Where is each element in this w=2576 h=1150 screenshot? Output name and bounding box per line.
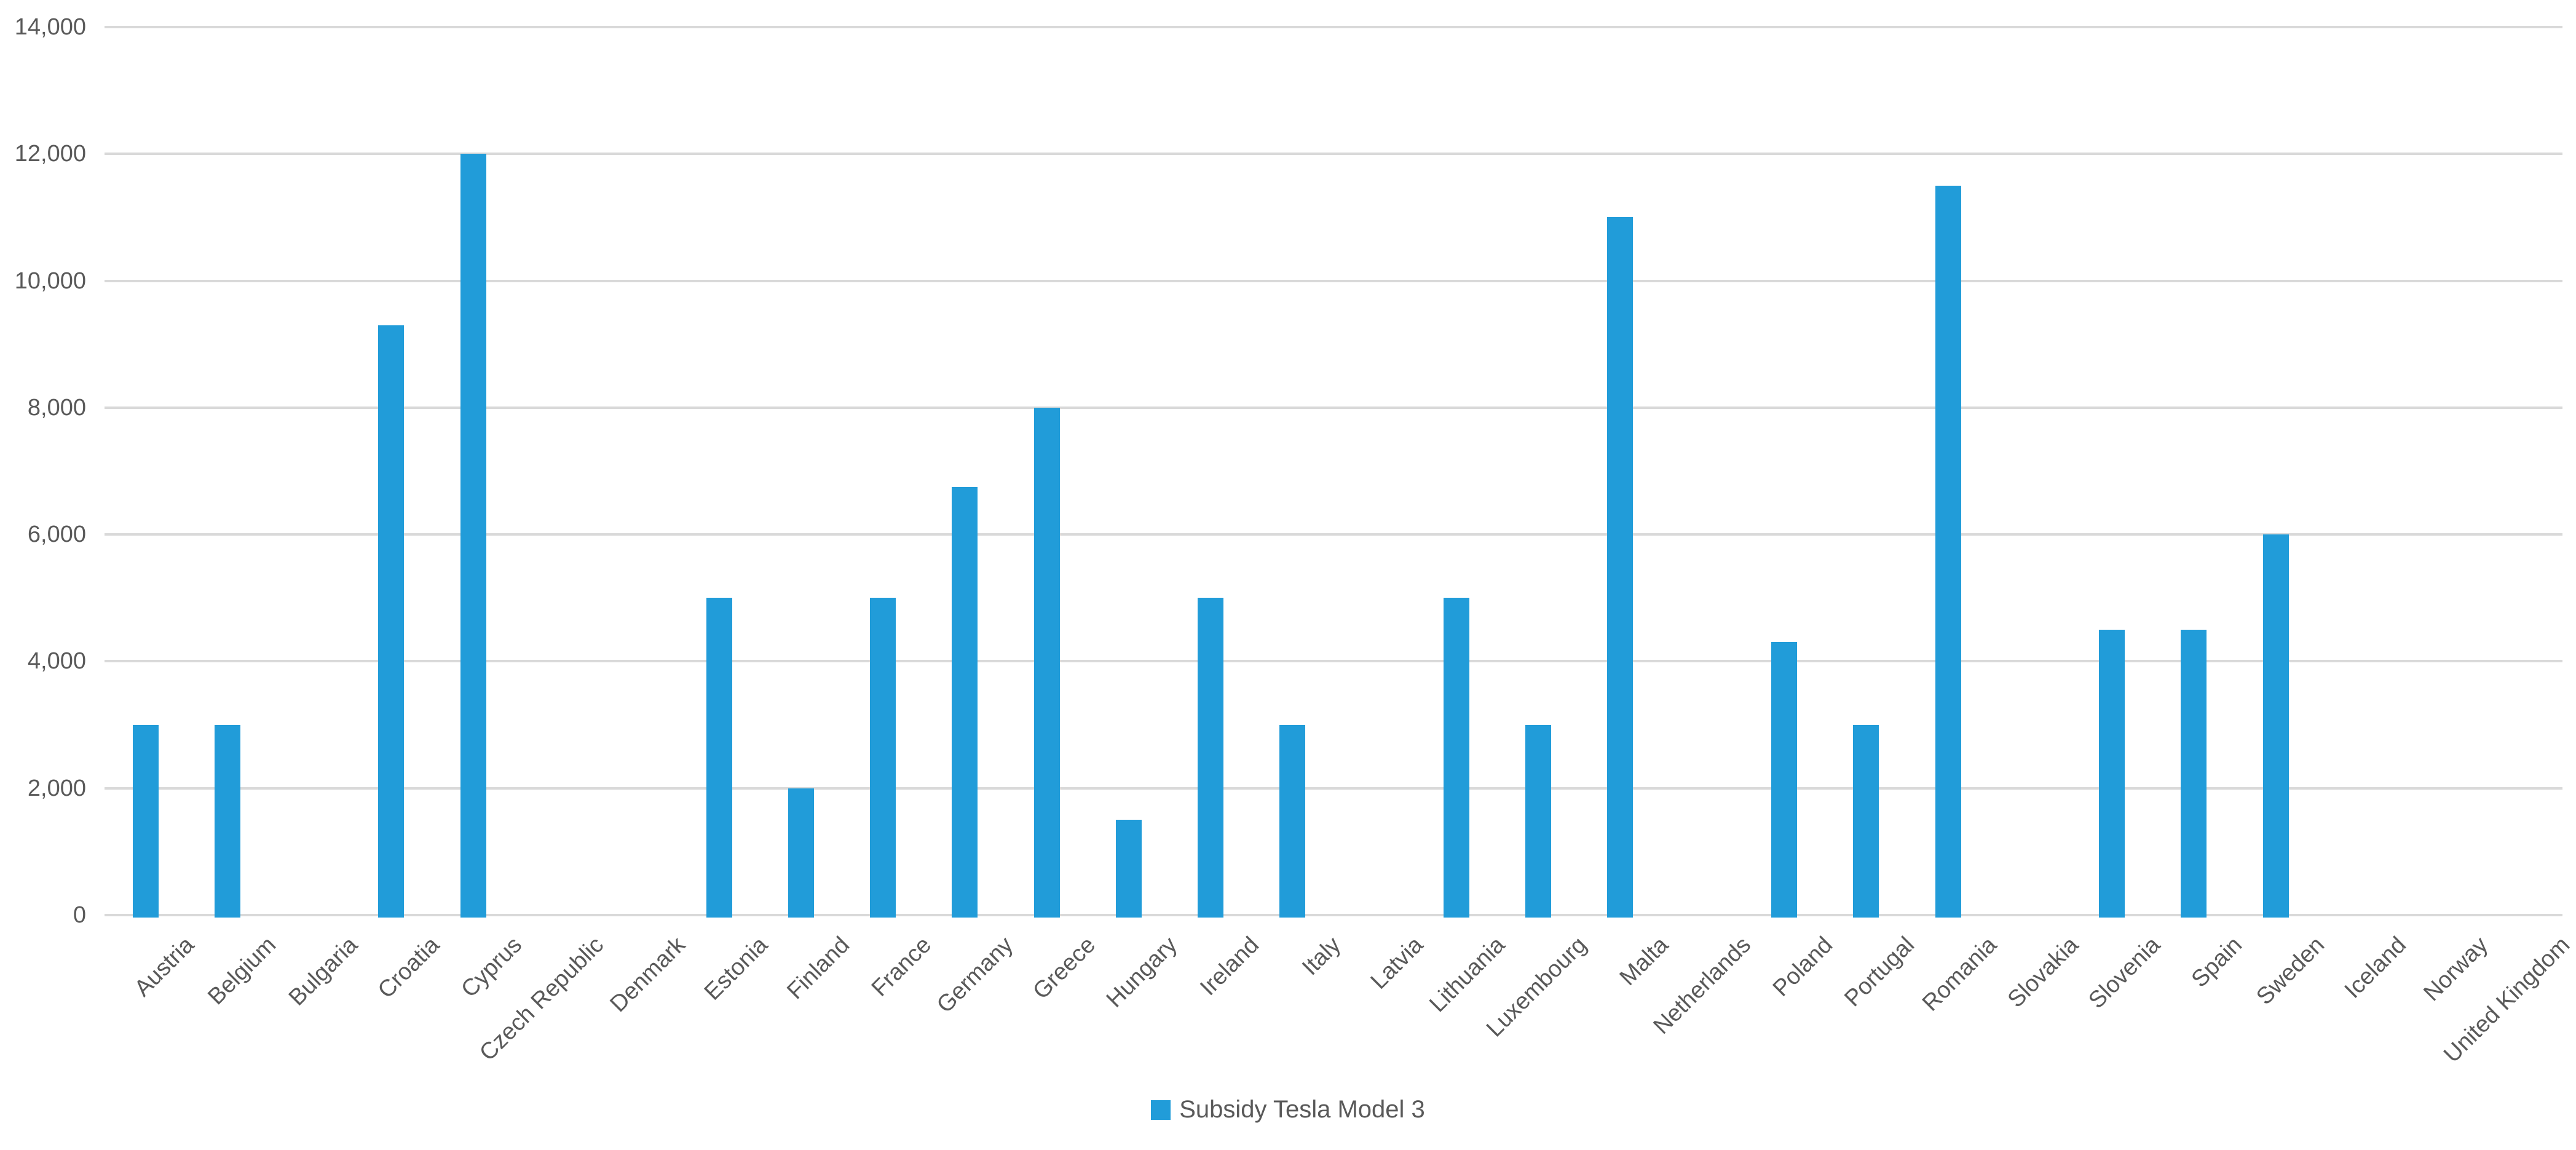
bar-sweden[interactable] <box>2262 534 2289 918</box>
bar-romania[interactable] <box>1935 185 1961 918</box>
y-tick-label: 14,000 <box>14 14 86 40</box>
bar-germany[interactable] <box>952 486 978 918</box>
y-tick-label: 10,000 <box>14 268 86 294</box>
gridline <box>105 26 2562 28</box>
bar-luxembourg[interactable] <box>1525 724 1552 918</box>
bar-italy[interactable] <box>1279 724 1306 918</box>
bar-portugal[interactable] <box>1853 724 1879 918</box>
legend-swatch <box>1151 1100 1171 1120</box>
bar-spain[interactable] <box>2181 629 2207 918</box>
y-tick-label: 6,000 <box>27 521 86 548</box>
y-tick-label: 2,000 <box>27 775 86 801</box>
gridline <box>105 914 2562 916</box>
bar-finland[interactable] <box>788 788 814 918</box>
bar-malta[interactable] <box>1607 217 1634 918</box>
gridline <box>105 153 2562 156</box>
gridline <box>105 533 2562 536</box>
legend[interactable]: Subsidy Tesla Model 3 <box>0 1096 2576 1124</box>
bar-greece[interactable] <box>1033 407 1060 918</box>
gridline <box>105 279 2562 282</box>
bar-belgium[interactable] <box>214 724 240 918</box>
bar-poland[interactable] <box>1771 642 1797 918</box>
bar-france[interactable] <box>870 598 896 918</box>
bar-hungary[interactable] <box>1115 820 1142 918</box>
bar-lithuania[interactable] <box>1443 598 1469 918</box>
legend-label: Subsidy Tesla Model 3 <box>1179 1096 1425 1123</box>
y-tick-label: 0 <box>73 902 86 928</box>
bar-estonia[interactable] <box>706 598 732 918</box>
bar-cyprus[interactable] <box>460 154 486 918</box>
y-tick-label: 4,000 <box>27 648 86 675</box>
bar-croatia[interactable] <box>378 325 405 918</box>
y-tick-label: 12,000 <box>14 141 86 167</box>
gridline <box>105 660 2562 663</box>
gridline <box>105 406 2562 409</box>
bar-austria[interactable] <box>132 724 159 918</box>
bar-ireland[interactable] <box>1198 598 1224 918</box>
y-tick-label: 8,000 <box>27 394 86 421</box>
bar-slovenia[interactable] <box>2099 629 2125 918</box>
gridline <box>105 787 2562 790</box>
